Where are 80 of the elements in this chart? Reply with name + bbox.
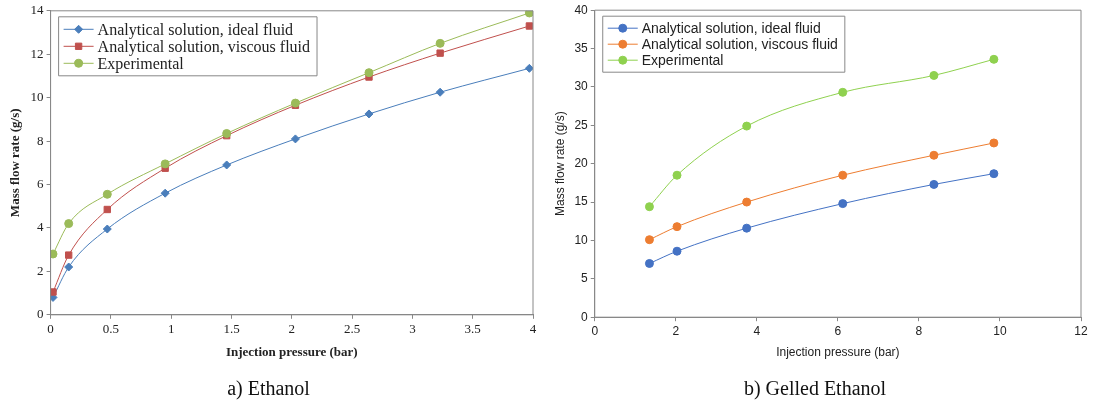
y-tick-label: 10 bbox=[574, 232, 589, 247]
point bbox=[929, 70, 939, 80]
point bbox=[50, 249, 58, 259]
y-tick-label: 30 bbox=[574, 79, 589, 94]
x-tick-label: 3 bbox=[409, 321, 416, 337]
point bbox=[290, 134, 300, 144]
point bbox=[160, 159, 170, 169]
legend-label: Analytical solution, ideal fluid bbox=[97, 20, 294, 39]
y-axis-title: Mass flow rate (g/s) bbox=[7, 108, 23, 218]
text: a) Ethanol bbox=[227, 377, 311, 401]
x-tick-label: 6 bbox=[834, 323, 842, 338]
x-tick-label: 4 bbox=[529, 321, 537, 337]
legend-label: Analytical solution, viscous fluid bbox=[641, 36, 838, 53]
legend-label: Experimental bbox=[641, 52, 724, 69]
y-tick-label: 14 bbox=[30, 2, 45, 18]
point bbox=[742, 197, 752, 207]
x-axis-title: Injection pressure (bar) bbox=[225, 343, 358, 359]
legend-label: Analytical solution, ideal fluid bbox=[641, 20, 821, 37]
point bbox=[929, 179, 939, 189]
y-tick-label: 2 bbox=[37, 262, 44, 278]
y-tick-label: 6 bbox=[37, 175, 45, 191]
y-tick-label: 4 bbox=[37, 219, 45, 235]
point bbox=[525, 22, 533, 30]
point bbox=[672, 222, 682, 232]
point bbox=[524, 63, 533, 73]
point bbox=[838, 170, 848, 180]
x-axis-title: Injection pressure (bar) bbox=[776, 345, 900, 360]
x-tick-label: 4 bbox=[753, 323, 761, 338]
point bbox=[160, 188, 170, 198]
y-tick-label: 35 bbox=[574, 40, 589, 55]
y-tick-label: 12 bbox=[30, 45, 44, 61]
y-tick-label: 8 bbox=[37, 132, 44, 148]
point bbox=[64, 219, 74, 229]
point bbox=[644, 202, 654, 212]
point bbox=[64, 262, 74, 272]
point bbox=[50, 288, 57, 296]
point bbox=[989, 169, 999, 179]
y-tick-label: 25 bbox=[574, 117, 589, 132]
x-tick-label: 2.5 bbox=[343, 321, 361, 337]
point bbox=[435, 87, 445, 97]
x-tick-label: 12 bbox=[1074, 323, 1088, 338]
point bbox=[435, 38, 445, 48]
point bbox=[989, 54, 999, 64]
text: b) Gelled Ethanol bbox=[743, 377, 887, 401]
point bbox=[644, 258, 654, 268]
y-tick-label: 10 bbox=[30, 89, 44, 105]
x-tick-label: 2 bbox=[288, 321, 296, 337]
x-tick-label: 2 bbox=[672, 323, 680, 338]
point bbox=[65, 251, 73, 259]
x-tick-label: 0.5 bbox=[102, 321, 120, 337]
point bbox=[742, 223, 752, 233]
point bbox=[672, 170, 682, 180]
point bbox=[838, 199, 848, 209]
x-tick-label: 8 bbox=[915, 323, 923, 338]
y-axis-title: Mass flow rate (g/s) bbox=[552, 111, 567, 217]
y-tick-label: 20 bbox=[574, 156, 589, 171]
point bbox=[102, 224, 112, 234]
point bbox=[103, 205, 111, 214]
point bbox=[364, 109, 374, 119]
point bbox=[929, 150, 939, 160]
point bbox=[222, 160, 232, 170]
point bbox=[524, 10, 533, 18]
y-tick-label: 40 bbox=[574, 2, 589, 17]
point bbox=[989, 138, 999, 148]
point bbox=[838, 87, 848, 97]
x-tick-label: 3.5 bbox=[464, 321, 481, 337]
point bbox=[102, 189, 112, 199]
point bbox=[364, 68, 374, 78]
point bbox=[436, 49, 444, 57]
y-tick-label: 5 bbox=[581, 271, 589, 286]
point bbox=[672, 246, 682, 256]
y-tick-label: 15 bbox=[574, 194, 589, 209]
y-tick-label: 0 bbox=[37, 306, 44, 322]
point bbox=[742, 121, 752, 131]
x-tick-label: 0 bbox=[591, 323, 599, 338]
y-tick-label: 0 bbox=[581, 309, 589, 324]
point bbox=[644, 235, 654, 245]
x-tick-label: 10 bbox=[993, 323, 1007, 338]
x-tick-label: 1.5 bbox=[223, 321, 240, 337]
x-tick-label: 1 bbox=[167, 321, 175, 337]
